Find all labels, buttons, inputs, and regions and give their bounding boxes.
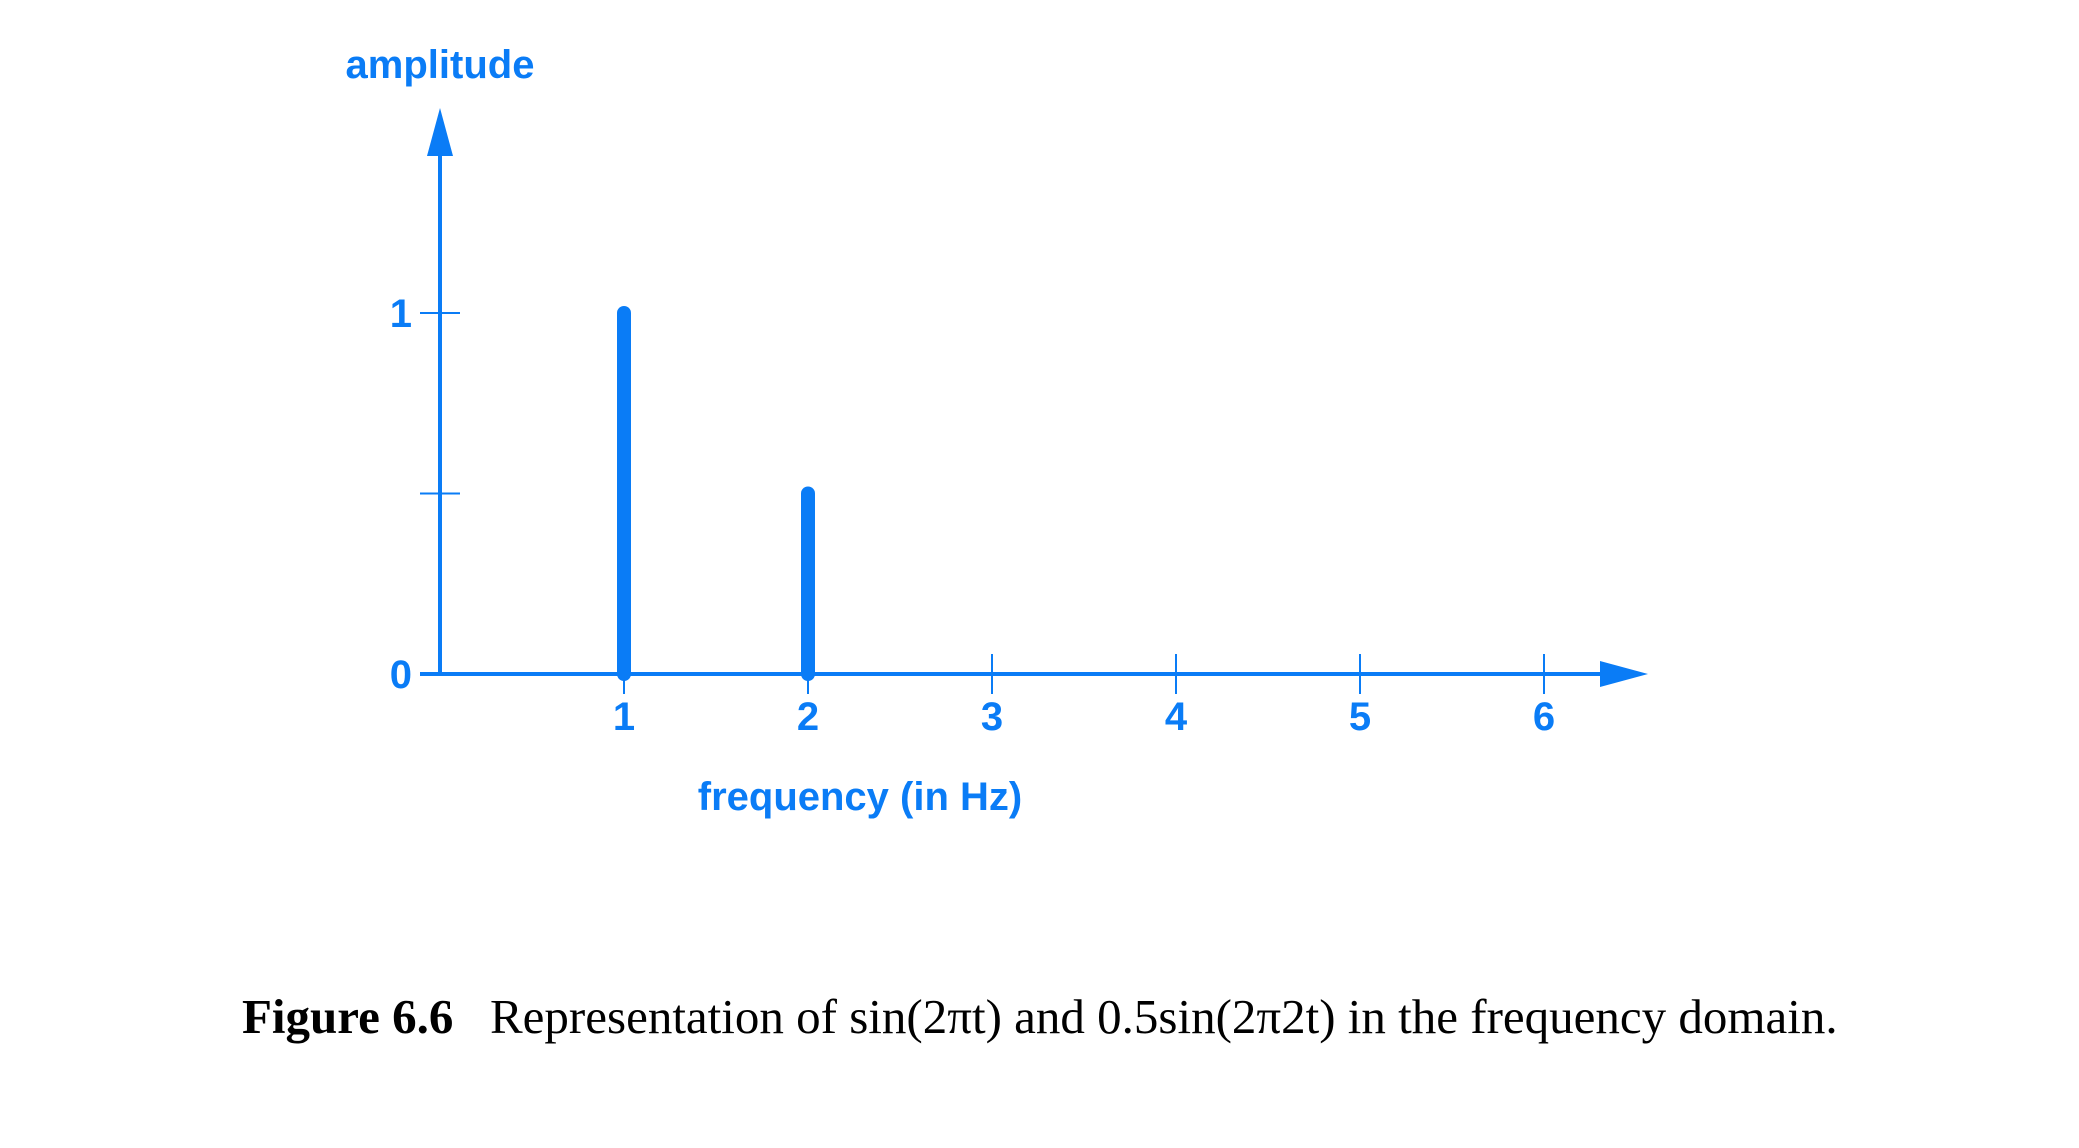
bars xyxy=(617,306,815,681)
caption-text: Representation of sin(2πt) and 0.5sin(2π… xyxy=(490,989,1838,1044)
x-tick-label: 6 xyxy=(1533,695,1555,739)
y-ticks: 01 xyxy=(390,292,460,697)
y-axis-label: amplitude xyxy=(346,43,535,87)
y-tick-label: 1 xyxy=(390,292,412,336)
x-axis-arrow xyxy=(1600,661,1648,687)
x-ticks: 1 2 3 4 5 6 xyxy=(613,654,1555,739)
x-tick-label: 2 xyxy=(797,695,819,739)
caption-label: Figure 6.6 xyxy=(242,989,454,1044)
y-tick-label: 0 xyxy=(390,653,412,697)
x-tick-label: 3 xyxy=(981,695,1003,739)
figure-caption: Figure 6.6 Representation of sin(2πt) an… xyxy=(242,985,1847,1049)
x-axis-label: frequency (in Hz) xyxy=(698,775,1022,819)
y-axis-arrow xyxy=(427,108,453,156)
x-tick-label: 1 xyxy=(613,695,635,739)
x-tick-label: 5 xyxy=(1349,695,1371,739)
x-tick-label: 4 xyxy=(1165,695,1188,739)
